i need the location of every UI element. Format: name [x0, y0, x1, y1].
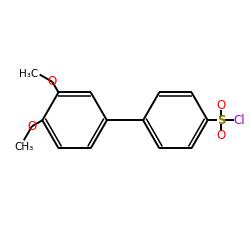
Text: O: O: [216, 99, 226, 112]
Text: O: O: [48, 76, 57, 88]
Text: CH₃: CH₃: [14, 142, 34, 152]
Text: O: O: [27, 120, 36, 133]
Text: Cl: Cl: [234, 114, 245, 127]
Text: S: S: [217, 114, 225, 127]
Text: O: O: [216, 129, 226, 142]
Text: H₃C: H₃C: [19, 70, 38, 80]
